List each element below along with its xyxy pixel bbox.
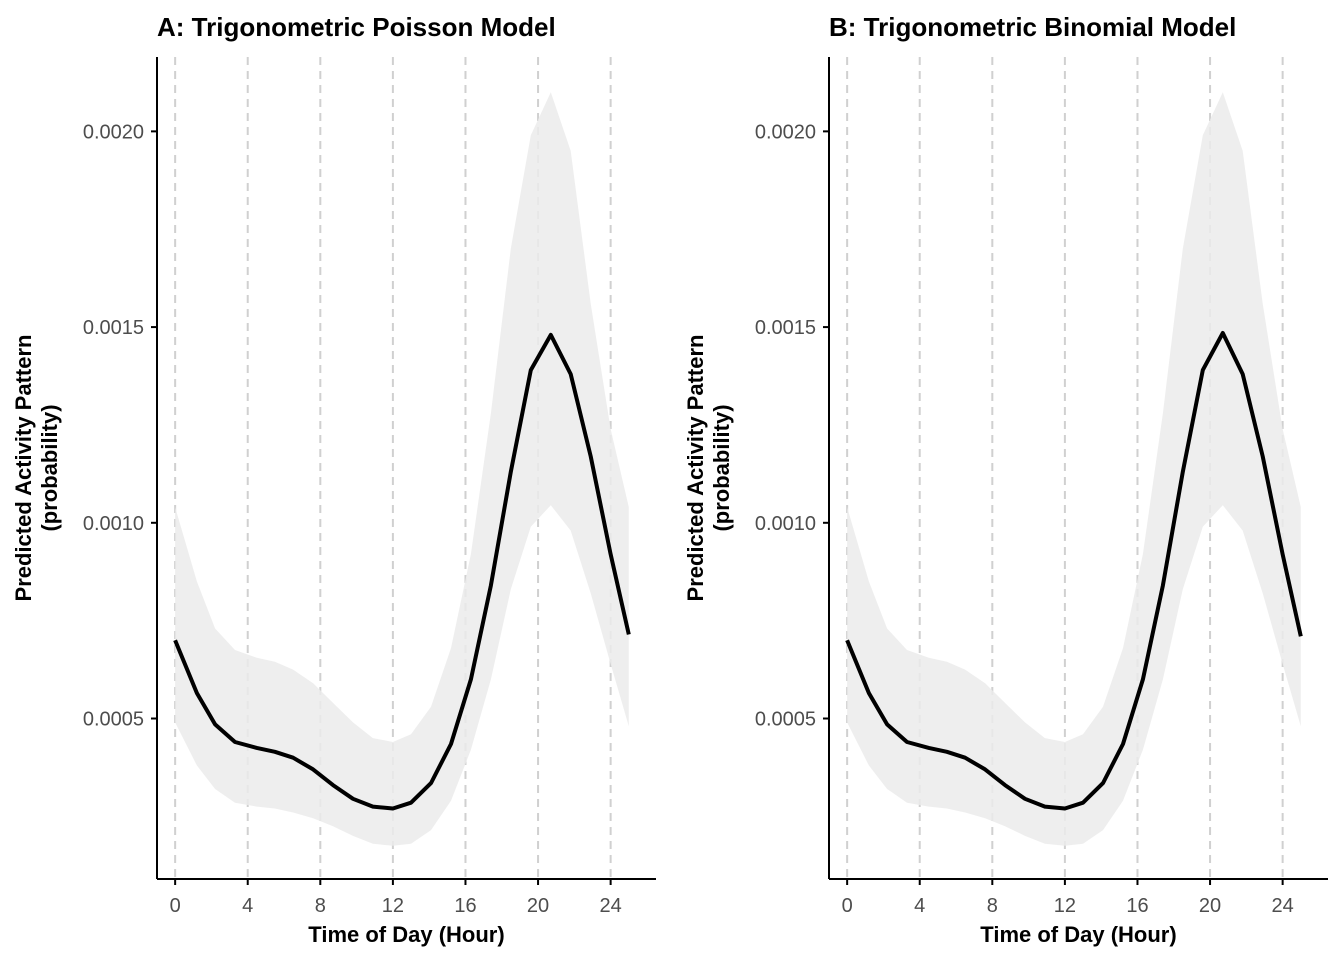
x-tick-label: 24 bbox=[600, 895, 622, 917]
chart-panel-a: 0 4 8 12 16 20 24 0.0005 0.0010 0.0015 0.0020 A: Tr… bbox=[11, 12, 656, 947]
chart-panel-b: 0 4 8 12 16 20 24 0.0005 0.0010 0.0015 0.0020 B: Tr… bbox=[683, 12, 1328, 947]
x-tick-label: 20 bbox=[527, 895, 549, 917]
activity-line bbox=[845, 331, 1303, 811]
x-tick-label: 12 bbox=[1054, 895, 1076, 917]
y-axis-label: Predicted Activity Pattern bbox=[11, 335, 36, 602]
activity-line bbox=[173, 332, 631, 811]
x-tick-label: 8 bbox=[987, 895, 998, 917]
y-tick-label: 0.0005 bbox=[755, 709, 816, 731]
y-tick-label: 0.0015 bbox=[755, 317, 816, 339]
y-tick-label: 0.0005 bbox=[83, 709, 144, 731]
confidence-ribbon bbox=[847, 92, 1301, 846]
y-tick-label: 0.0015 bbox=[83, 317, 144, 339]
x-axis-label: Time of Day (Hour) bbox=[980, 922, 1176, 947]
x-tick-label: 24 bbox=[1272, 895, 1294, 917]
y-tick-label: 0.0010 bbox=[83, 513, 144, 535]
panel-title: B: Trigonometric Binomial Model bbox=[829, 12, 1236, 42]
x-axis-label: Time of Day (Hour) bbox=[308, 922, 504, 947]
y-tick-label: 0.0020 bbox=[83, 121, 144, 143]
x-tick-label: 20 bbox=[1199, 895, 1221, 917]
y-tick-label: 0.0010 bbox=[755, 513, 816, 535]
y-axis-label-units: (probability) bbox=[37, 404, 62, 531]
confidence-ribbon bbox=[175, 92, 629, 846]
x-tick-label: 0 bbox=[842, 895, 853, 917]
x-tick-label: 4 bbox=[242, 895, 253, 917]
x-tick-label: 0 bbox=[170, 895, 181, 917]
y-axis-label: Predicted Activity Pattern bbox=[683, 335, 708, 602]
x-tick-label: 4 bbox=[914, 895, 925, 917]
x-tick-label: 8 bbox=[315, 895, 326, 917]
panel-title: A: Trigonometric Poisson Model bbox=[157, 12, 556, 42]
x-tick-label: 12 bbox=[382, 895, 404, 917]
y-tick-label: 0.0020 bbox=[755, 121, 816, 143]
x-tick-label: 16 bbox=[1126, 895, 1148, 917]
y-axis-label-units: (probability) bbox=[709, 404, 734, 531]
x-tick-label: 16 bbox=[454, 895, 476, 917]
